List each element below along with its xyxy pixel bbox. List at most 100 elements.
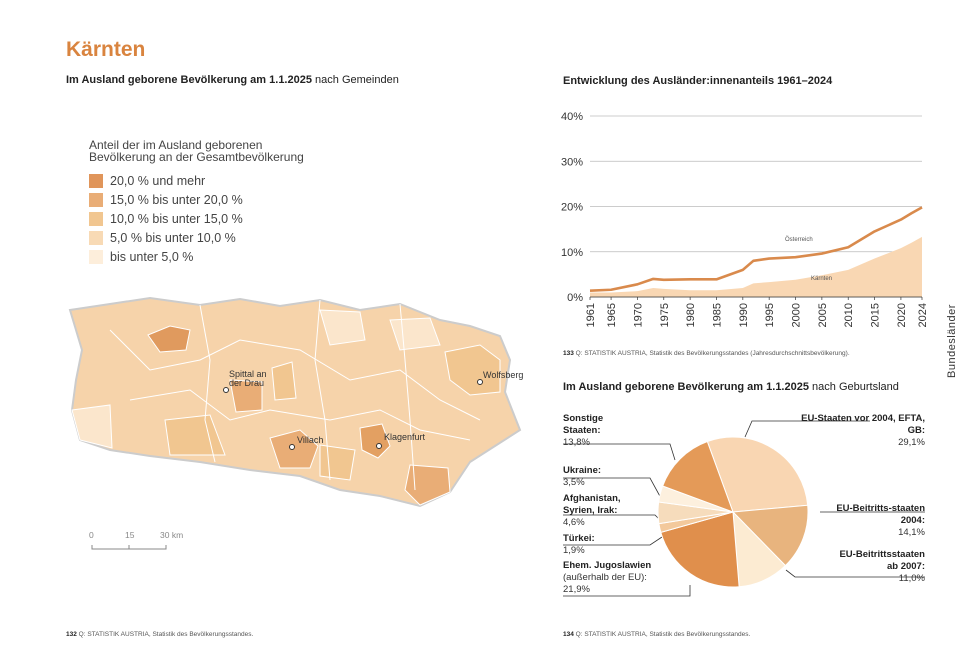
pie-label-value: 11,0% bbox=[898, 573, 925, 584]
legend-swatch bbox=[89, 173, 103, 188]
page-title: Kärnten bbox=[66, 38, 146, 61]
pie-label-value: 13,8% bbox=[563, 437, 590, 448]
legend-item: 10,0 % bis unter 15,0 % bbox=[89, 209, 243, 228]
pie-label-value: 14,1% bbox=[898, 527, 925, 538]
leader-lines bbox=[563, 420, 925, 597]
map-border bbox=[109, 329, 481, 421]
map-border bbox=[399, 303, 416, 491]
map-border bbox=[314, 299, 331, 481]
y-tick-label: 20% bbox=[561, 202, 583, 214]
chart-title: Entwicklung des Ausländer:innenanteils 1… bbox=[563, 75, 833, 87]
pie-label-name: EU-Beitritts-staaten 2004: bbox=[836, 503, 925, 526]
y-tick-label: 0% bbox=[567, 292, 583, 304]
pie-label-value: 21,9% bbox=[563, 584, 590, 595]
x-tick-label: 1961 bbox=[585, 303, 597, 327]
pie bbox=[657, 436, 809, 588]
map-region bbox=[444, 344, 501, 396]
page-number: 133 bbox=[563, 350, 574, 357]
map-title-bold: Im Ausland geborene Bevölkerung am 1.1.2… bbox=[66, 74, 312, 86]
legend-item: bis unter 5,0 % bbox=[89, 247, 243, 266]
y-tick-label: 30% bbox=[561, 156, 583, 168]
x-tick-label: 2005 bbox=[817, 303, 829, 327]
city-dot bbox=[289, 444, 295, 450]
leader-line bbox=[785, 569, 925, 578]
legend-label: 20,0 % und mehr bbox=[110, 173, 206, 188]
pie-label-name: Ehem. Jugoslawien bbox=[563, 560, 652, 571]
pie-label-name: Türkei: bbox=[563, 533, 595, 544]
map-region bbox=[359, 423, 391, 459]
leader-line bbox=[563, 443, 676, 461]
pie-label: Türkei: 1,9% bbox=[563, 533, 643, 557]
chart-title-rest: nach Geburtsland bbox=[812, 381, 899, 393]
scale-label: 15 bbox=[125, 530, 135, 540]
pie-label-note: (außerhalb der EU): bbox=[563, 572, 647, 583]
x-tick-label: 1990 bbox=[738, 303, 750, 327]
x-tick-label: 1995 bbox=[764, 303, 776, 327]
map-region bbox=[319, 309, 366, 346]
pie-label-value: 29,1% bbox=[898, 437, 925, 448]
legend-label: bis unter 5,0 % bbox=[110, 249, 194, 264]
source: Q: STATISTIK AUSTRIA, Statistik des Bevö… bbox=[78, 631, 254, 638]
city-label: Villach bbox=[297, 435, 324, 445]
pie-label: Ehem. Jugoslawien (außerhalb der EU): 21,9… bbox=[563, 560, 673, 596]
scale-label: 30 km bbox=[160, 530, 184, 540]
pie-slice bbox=[706, 436, 809, 513]
pie-label-value: 4,6% bbox=[563, 517, 585, 528]
leader-line bbox=[563, 585, 691, 597]
x-tick-label: 2020 bbox=[896, 303, 908, 327]
x-tick-label: 2015 bbox=[870, 303, 882, 327]
footer: 134 Q: STATISTIK AUSTRIA, Statistik des … bbox=[563, 631, 750, 638]
series-label: Österreich bbox=[785, 236, 813, 243]
map bbox=[68, 296, 522, 508]
leader-line bbox=[744, 420, 870, 438]
map-region bbox=[229, 379, 263, 413]
map-border bbox=[199, 304, 216, 463]
legend-swatch bbox=[89, 211, 103, 226]
x-tick-label: 1965 bbox=[606, 303, 618, 327]
x-tick-label: 1970 bbox=[632, 303, 644, 327]
chart-title: Im Ausland geborene Bevölkerung am 1.1.2… bbox=[563, 381, 899, 393]
pie-label-value: 1,9% bbox=[563, 545, 585, 556]
line bbox=[589, 206, 923, 292]
map-region bbox=[147, 325, 191, 353]
leader-line bbox=[563, 536, 663, 546]
map-region bbox=[271, 361, 297, 401]
source: Q: STATISTIK AUSTRIA, Statistik des Bevö… bbox=[575, 631, 751, 638]
legend-swatch bbox=[89, 249, 103, 264]
map-title: Im Ausland geborene Bevölkerung am 1.1.2… bbox=[66, 74, 399, 86]
legend-item: 15,0 % bis unter 20,0 % bbox=[89, 190, 243, 209]
pie-label-name: EU-Staaten vor 2004, EFTA, GB: bbox=[801, 413, 925, 436]
map-region bbox=[164, 414, 226, 456]
scale-label: 0 bbox=[89, 530, 94, 540]
x-tick-label: 1980 bbox=[685, 303, 697, 327]
x-tick-label: 1985 bbox=[711, 303, 723, 327]
legend-label: 5,0 % bis unter 10,0 % bbox=[110, 230, 236, 245]
legend-item: 20,0 % und mehr bbox=[89, 171, 243, 190]
legend-item: 5,0 % bis unter 10,0 % bbox=[89, 228, 243, 247]
pie-slice bbox=[660, 511, 740, 588]
page-number: 132 bbox=[66, 631, 77, 638]
pie-slice bbox=[731, 504, 809, 567]
source: Q: STATISTIK AUSTRIA, Statistik des Bevö… bbox=[575, 350, 850, 357]
pie-label: EU-Staaten vor 2004, EFTA, GB: 29,1% bbox=[795, 413, 925, 449]
map-region bbox=[71, 404, 113, 449]
leader-line bbox=[563, 477, 663, 501]
map-border bbox=[129, 389, 471, 441]
pie-label: EU-Beitrittsstaaten ab 2007: 11,0% bbox=[830, 549, 925, 585]
city-label: Wolfsberg bbox=[483, 370, 524, 380]
y-tick-label: 40% bbox=[561, 111, 583, 123]
city-label: Spittal an der Drau bbox=[229, 369, 267, 388]
map-region bbox=[389, 317, 441, 351]
pie-label: EU-Beitritts-staaten 2004: 14,1% bbox=[830, 503, 925, 539]
area bbox=[590, 236, 922, 297]
chart-title-bold: Im Ausland geborene Bevölkerung am 1.1.2… bbox=[563, 381, 809, 393]
city-dot bbox=[223, 387, 229, 393]
x-tick-label: 1975 bbox=[659, 303, 671, 327]
x-tick-label: 2000 bbox=[791, 303, 803, 327]
series-label: Kärnten bbox=[811, 276, 832, 282]
map-region bbox=[68, 296, 522, 508]
legend-swatch bbox=[89, 192, 103, 207]
map-title-rest: nach Gemeinden bbox=[315, 74, 399, 86]
pie-label-name: Sonstige Staaten: bbox=[563, 413, 604, 436]
